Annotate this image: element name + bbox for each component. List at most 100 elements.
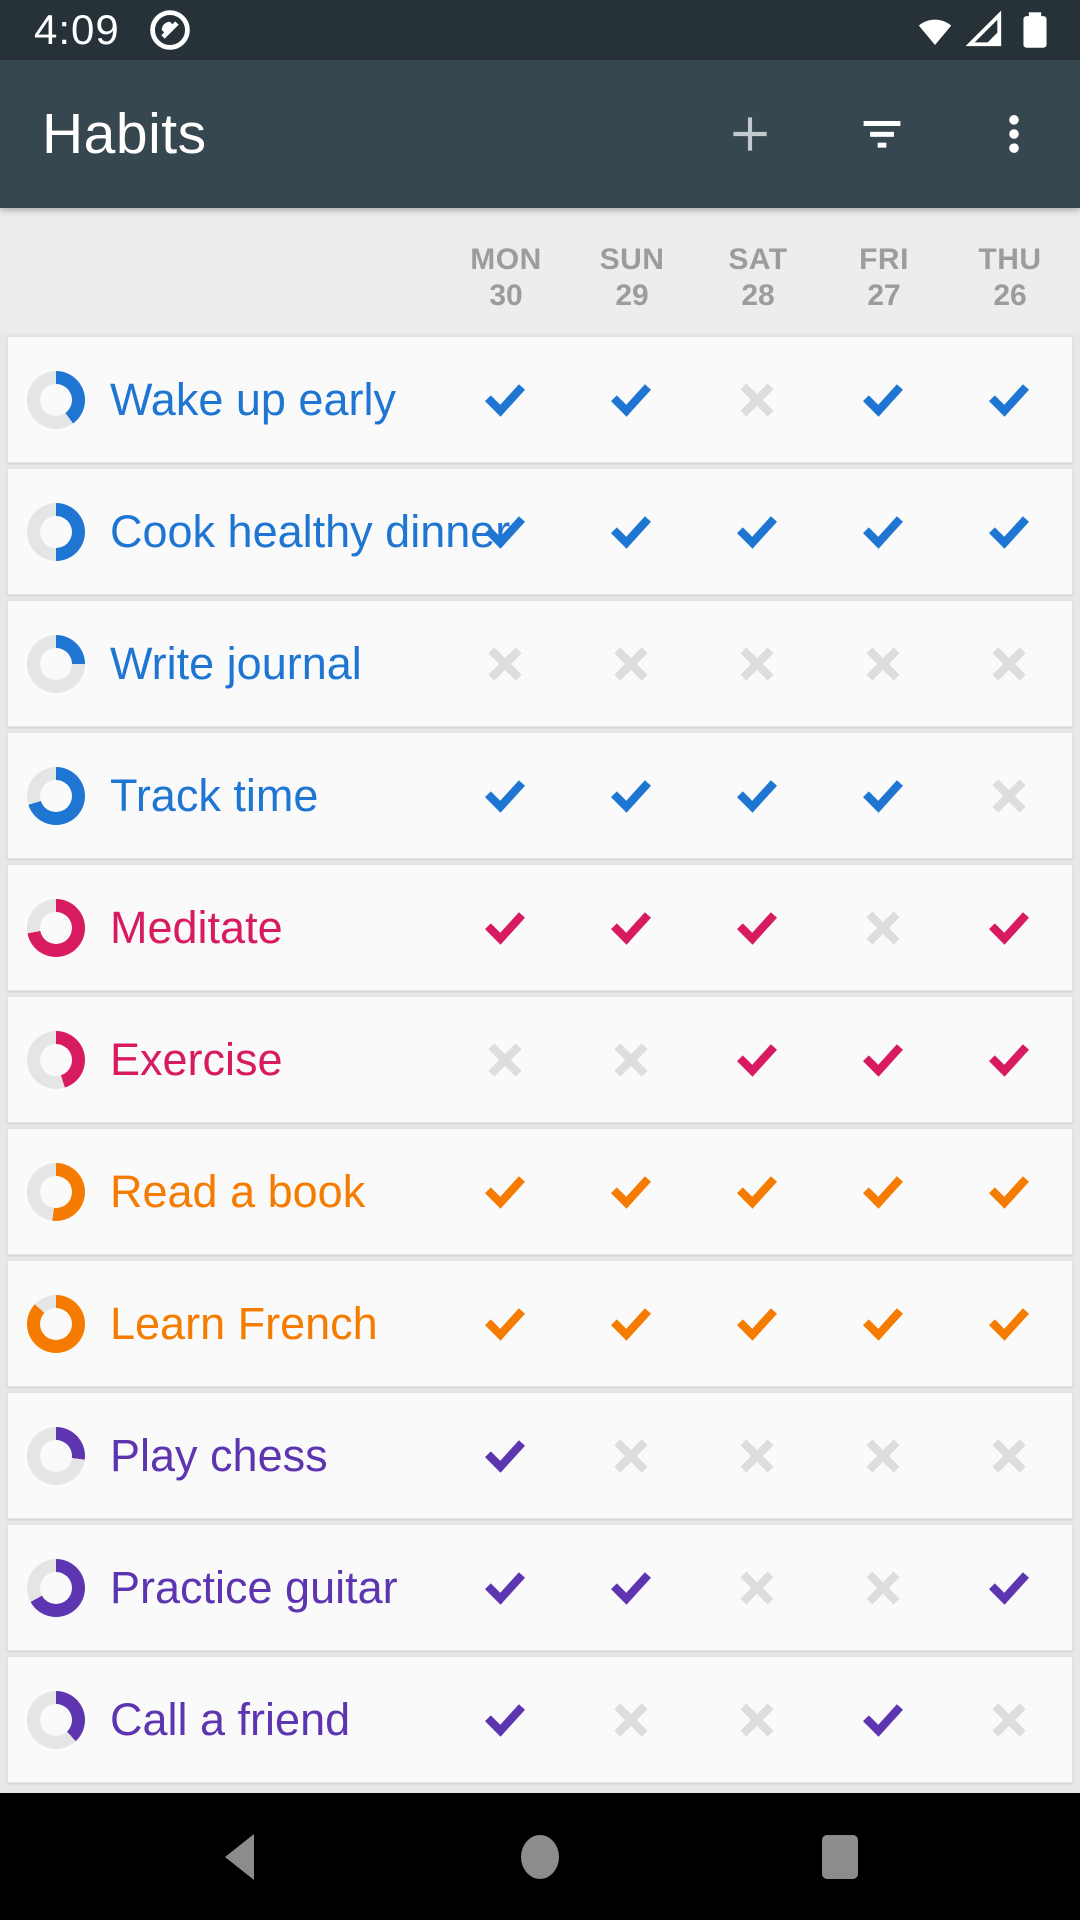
mark-cell-crossed[interactable] [946,600,1072,727]
mark-cell-checked[interactable] [568,864,694,991]
check-icon [862,1703,904,1737]
mark-cell-checked[interactable] [694,732,820,859]
mark-cell-checked[interactable] [820,996,946,1123]
mark-cell-checked[interactable] [820,1128,946,1255]
mark-cell-crossed[interactable] [820,600,946,727]
mark-cell-checked[interactable] [568,336,694,463]
check-icon [484,1703,526,1737]
nav-home-button[interactable] [470,1797,610,1917]
habit-row: Practice guitar [7,1524,1073,1651]
mark-cell-crossed[interactable] [946,1392,1072,1519]
habit-row: Write journal [7,600,1073,727]
day-column-header: SUN 29 [569,228,695,313]
check-icon [484,383,526,417]
day-name: SAT [728,243,788,277]
habit-name: Call a friend [110,1693,351,1745]
mark-cell-checked[interactable] [694,1128,820,1255]
habit-label[interactable]: Practice guitar [8,1558,442,1617]
habit-label[interactable]: Write journal [8,634,442,693]
mark-cell-crossed[interactable] [694,1392,820,1519]
habit-label[interactable]: Wake up early [8,370,442,429]
mark-cell-checked[interactable] [694,996,820,1123]
mark-cell-crossed[interactable] [568,1656,694,1783]
mark-cell-checked[interactable] [442,336,568,463]
mark-cell-checked[interactable] [442,864,568,991]
habit-row: Learn French [7,1260,1073,1387]
cross-icon [992,1438,1026,1473]
mark-cell-checked[interactable] [442,1656,568,1783]
mark-cell-checked[interactable] [820,732,946,859]
mark-cell-crossed[interactable] [442,996,568,1123]
mark-cell-crossed[interactable] [694,336,820,463]
mark-cell-crossed[interactable] [568,996,694,1123]
habit-progress-ring-icon [27,1294,85,1353]
mark-cell-checked[interactable] [568,732,694,859]
habit-label[interactable]: Exercise [8,1030,442,1089]
status-bar: 4:09 [0,0,1080,60]
check-icon [610,1175,652,1209]
habit-label[interactable]: Play chess [8,1426,442,1485]
mark-cell-checked[interactable] [820,1656,946,1783]
mark-cell-crossed[interactable] [568,1392,694,1519]
mark-cell-checked[interactable] [568,468,694,595]
habit-progress-ring-icon [27,1426,85,1485]
filter-button[interactable] [816,74,948,194]
check-icon [862,1175,904,1209]
mark-cell-crossed[interactable] [694,600,820,727]
check-icon [610,515,652,549]
mark-cell-crossed[interactable] [946,732,1072,859]
mark-cell-checked[interactable] [946,1524,1072,1651]
habit-marks [442,732,1072,859]
habit-name: Write journal [110,637,362,689]
check-icon [862,779,904,813]
mark-cell-crossed[interactable] [820,1392,946,1519]
habit-name: Exercise [110,1033,283,1085]
habit-label[interactable]: Cook healthy dinner [8,502,510,561]
mark-cell-checked[interactable] [442,1260,568,1387]
mark-cell-checked[interactable] [568,1260,694,1387]
habit-name: Play chess [110,1429,328,1481]
nav-back-button[interactable] [170,1797,310,1917]
mark-cell-checked[interactable] [568,1524,694,1651]
habit-row: Cook healthy dinner [7,468,1073,595]
mark-cell-crossed[interactable] [442,600,568,727]
habit-progress-ring-icon [27,502,85,561]
habit-label[interactable]: Track time [8,766,442,825]
wifi-icon [918,19,952,46]
mark-cell-crossed[interactable] [568,600,694,727]
mark-cell-checked[interactable] [820,468,946,595]
mark-cell-crossed[interactable] [694,1656,820,1783]
habit-label[interactable]: Learn French [8,1294,442,1353]
mark-cell-checked[interactable] [694,1260,820,1387]
check-icon [610,779,652,813]
mark-cell-checked[interactable] [946,864,1072,991]
mark-cell-checked[interactable] [820,336,946,463]
mark-cell-checked[interactable] [820,1260,946,1387]
mark-cell-checked[interactable] [694,864,820,991]
mark-cell-checked[interactable] [442,732,568,859]
add-habit-button[interactable] [684,74,816,194]
mark-cell-checked[interactable] [442,1524,568,1651]
mark-cell-checked[interactable] [946,468,1072,595]
mark-cell-checked[interactable] [442,468,568,595]
mark-cell-crossed[interactable] [946,1656,1072,1783]
mark-cell-checked[interactable] [694,468,820,595]
check-icon [484,1175,526,1209]
mark-cell-checked[interactable] [946,336,1072,463]
mark-cell-checked[interactable] [442,1128,568,1255]
mark-cell-checked[interactable] [946,1260,1072,1387]
mark-cell-crossed[interactable] [694,1524,820,1651]
mark-cell-checked[interactable] [946,996,1072,1123]
habit-label[interactable]: Read a book [8,1162,442,1221]
mark-cell-crossed[interactable] [820,864,946,991]
overflow-menu-button[interactable] [948,74,1080,194]
habit-label[interactable]: Call a friend [8,1690,442,1749]
nav-recents-button[interactable] [770,1797,910,1917]
mark-cell-checked[interactable] [442,1392,568,1519]
cross-icon [614,1042,648,1077]
mark-cell-checked[interactable] [568,1128,694,1255]
habit-label[interactable]: Meditate [8,898,442,957]
mark-cell-checked[interactable] [946,1128,1072,1255]
mark-cell-crossed[interactable] [820,1524,946,1651]
day-column-header: FRI 27 [821,228,947,313]
